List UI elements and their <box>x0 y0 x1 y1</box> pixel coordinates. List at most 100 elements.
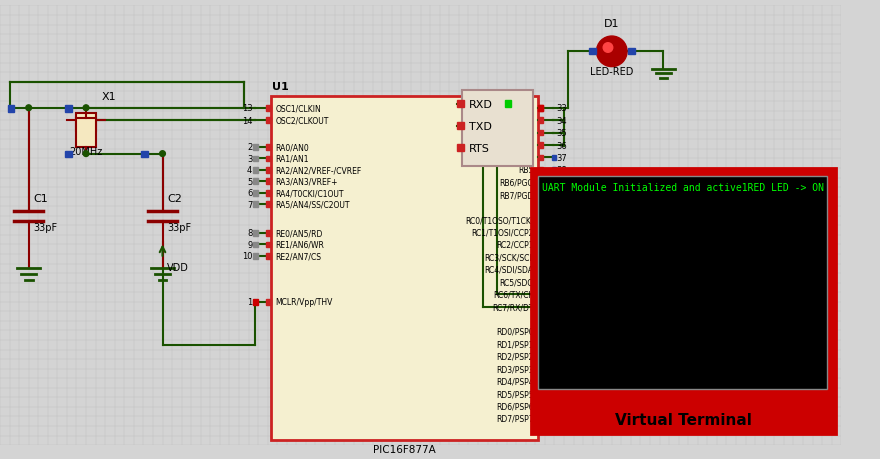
Text: RB4: RB4 <box>518 154 533 162</box>
Text: 13: 13 <box>242 104 253 113</box>
Text: RE1/AN6/WR: RE1/AN6/WR <box>275 241 324 249</box>
Text: RXD: RXD <box>469 100 493 110</box>
Bar <box>266 190 270 196</box>
Text: RA1/AN1: RA1/AN1 <box>275 155 309 163</box>
Text: OSC1/CLKIN: OSC1/CLKIN <box>275 104 321 113</box>
Text: TXD: TXD <box>469 122 492 132</box>
Bar <box>552 329 556 335</box>
Text: RC1/T1OSI/CCP2: RC1/T1OSI/CCP2 <box>471 228 533 237</box>
Text: RD5/PSP5: RD5/PSP5 <box>495 389 533 398</box>
Text: D1: D1 <box>604 19 620 29</box>
Text: RTS: RTS <box>469 144 490 154</box>
Text: 26: 26 <box>556 302 567 311</box>
Text: U1: U1 <box>273 81 290 91</box>
Bar <box>539 106 543 112</box>
Bar <box>552 279 556 285</box>
Text: RB5: RB5 <box>518 166 533 175</box>
Bar <box>552 168 556 174</box>
Bar <box>462 90 533 167</box>
Bar <box>539 267 543 273</box>
Bar <box>539 230 543 235</box>
Bar <box>8 106 14 112</box>
Bar <box>539 353 543 359</box>
Bar <box>253 145 258 151</box>
Text: 29: 29 <box>556 402 567 411</box>
Text: MCLR/Vpp/THV: MCLR/Vpp/THV <box>275 297 333 307</box>
Bar <box>253 156 258 162</box>
Text: 40: 40 <box>556 191 567 200</box>
Bar <box>77 119 96 148</box>
Text: 34: 34 <box>556 117 567 125</box>
Bar <box>266 202 270 207</box>
Bar <box>552 254 556 260</box>
Bar <box>552 155 556 161</box>
Text: LED-RED: LED-RED <box>590 67 634 77</box>
Bar <box>552 230 556 235</box>
Circle shape <box>159 151 165 157</box>
Text: RB3/PGM: RB3/PGM <box>498 141 533 150</box>
Bar <box>266 145 270 151</box>
Text: RA0/AN0: RA0/AN0 <box>275 143 309 152</box>
Text: 24: 24 <box>556 278 567 286</box>
Bar <box>628 48 634 55</box>
Bar <box>266 156 270 162</box>
Text: 18: 18 <box>556 253 567 262</box>
Text: RB2: RB2 <box>518 129 533 138</box>
Text: 16: 16 <box>556 228 567 237</box>
Text: 23: 23 <box>556 265 567 274</box>
Text: 27: 27 <box>556 377 567 386</box>
Bar <box>266 242 270 248</box>
Text: 39: 39 <box>556 179 567 187</box>
Bar <box>539 192 543 198</box>
Text: UART Module Initialized and active1RED LED -> ON: UART Module Initialized and active1RED L… <box>542 183 824 193</box>
Text: 22: 22 <box>556 364 567 373</box>
Text: VDD: VDD <box>167 263 189 273</box>
Text: RC0/T1OSO/T1CKI: RC0/T1OSO/T1CKI <box>466 216 533 224</box>
Bar <box>539 106 543 112</box>
Text: RC4/SDI/SDA: RC4/SDI/SDA <box>484 265 533 274</box>
Text: 2: 2 <box>247 143 253 152</box>
Text: RA2/AN2/VREF-/CVREF: RA2/AN2/VREF-/CVREF <box>275 166 362 175</box>
Circle shape <box>26 106 32 112</box>
Text: 33pF: 33pF <box>167 223 192 233</box>
Text: 3: 3 <box>247 155 253 163</box>
Text: 10: 10 <box>242 252 253 261</box>
Text: RB0/INT: RB0/INT <box>502 104 533 113</box>
Text: 4: 4 <box>247 166 253 175</box>
Bar <box>589 48 596 55</box>
Text: RC7/RX/DT: RC7/RX/DT <box>492 302 533 311</box>
Bar <box>552 217 556 223</box>
Text: 21: 21 <box>556 352 567 361</box>
Circle shape <box>84 106 89 112</box>
Bar <box>253 190 258 196</box>
Bar <box>539 341 543 347</box>
Text: RD3/PSP3: RD3/PSP3 <box>495 364 533 373</box>
Bar <box>65 151 71 158</box>
Bar <box>505 101 511 107</box>
Bar <box>266 168 270 174</box>
Text: RD7/PSP7: RD7/PSP7 <box>495 414 533 423</box>
Bar <box>539 403 543 409</box>
Bar <box>539 391 543 397</box>
Text: RD4/PSP4: RD4/PSP4 <box>495 377 533 386</box>
Text: C1: C1 <box>33 194 48 204</box>
Bar <box>531 168 836 434</box>
Text: 30: 30 <box>556 414 567 423</box>
Bar <box>539 242 543 248</box>
Bar <box>266 106 270 112</box>
Bar <box>552 366 556 372</box>
Bar <box>552 391 556 397</box>
Bar <box>539 304 543 310</box>
Bar <box>270 97 539 441</box>
Text: 37: 37 <box>556 154 567 162</box>
Text: RB7/PGD: RB7/PGD <box>499 191 533 200</box>
Bar <box>539 118 543 124</box>
Text: RC6/TX/CK: RC6/TX/CK <box>493 290 533 299</box>
Text: Virtual Terminal: Virtual Terminal <box>615 412 752 427</box>
Text: 1: 1 <box>247 297 253 307</box>
Bar <box>539 416 543 421</box>
Bar <box>539 176 827 389</box>
Bar <box>253 230 258 236</box>
Text: 14: 14 <box>242 117 253 125</box>
Bar <box>539 279 543 285</box>
